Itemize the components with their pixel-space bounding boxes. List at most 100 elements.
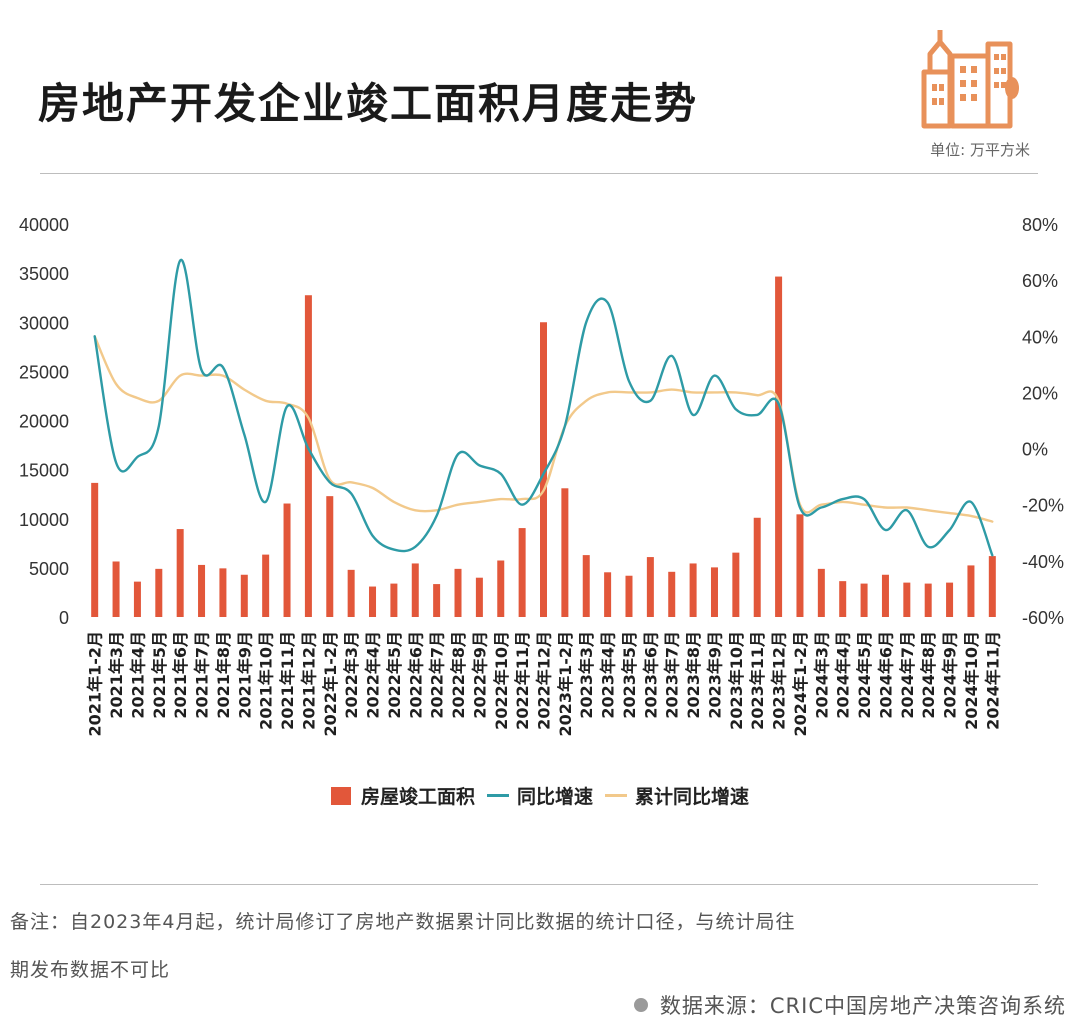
city-buildings-icon xyxy=(921,30,1019,129)
legend-bar-swatch xyxy=(330,786,351,805)
bar xyxy=(881,574,889,617)
x-tick-label: 2024年5月 xyxy=(855,631,874,719)
x-tick-label: 2021年10月 xyxy=(257,631,276,730)
x-tick-label: 2023年10月 xyxy=(727,631,746,730)
bar xyxy=(198,564,206,617)
x-tick-label: 2022年1-2月 xyxy=(321,631,340,736)
legend-item-area: 房屋竣工面积 xyxy=(330,782,475,809)
x-tick-label: 2024年1-2月 xyxy=(791,631,810,736)
x-tick-label: 2021年8月 xyxy=(214,631,233,719)
bar xyxy=(668,571,676,617)
legend-item-yoy: 同比增速 xyxy=(486,782,593,809)
y-left-tick-label: 25000 xyxy=(19,362,69,382)
data-source-text: 数据来源：CRIC中国房地产决策咨询系统 xyxy=(659,994,1066,1018)
footnote-line-1: 备注：自2023年4月起，统计局修订了房地产数据累计同比数据的统计口径，与统计局… xyxy=(10,911,796,933)
bottom-divider xyxy=(40,884,1038,885)
bar xyxy=(112,561,120,617)
bar xyxy=(176,529,184,617)
y-right-tick-label: 40% xyxy=(1022,327,1058,347)
bar xyxy=(946,582,954,617)
bar xyxy=(775,276,783,617)
x-tick-label: 2022年12月 xyxy=(535,631,554,730)
x-tick-label: 2021年5月 xyxy=(150,631,169,719)
x-tick-label: 2024年8月 xyxy=(919,631,938,719)
bar xyxy=(604,572,612,617)
x-tick-label: 2023年1-2月 xyxy=(556,631,575,736)
bar xyxy=(133,581,141,617)
x-tick-label: 2022年9月 xyxy=(470,631,489,719)
legend-line-swatch-cumulative xyxy=(605,794,627,797)
bar xyxy=(304,295,312,617)
legend-label-yoy: 同比增速 xyxy=(516,786,593,808)
x-tick-label: 2023年3月 xyxy=(577,631,596,719)
y-left-tick-label: 10000 xyxy=(19,510,69,530)
x-tick-label: 2021年4月 xyxy=(128,631,147,719)
y-right-tick-label: 0% xyxy=(1022,440,1048,460)
x-tick-label: 2021年6月 xyxy=(171,631,190,719)
bar xyxy=(262,554,270,617)
bar xyxy=(732,552,740,617)
series-line-cumulative-yoy xyxy=(93,335,994,523)
x-tick-label: 2022年3月 xyxy=(342,631,361,719)
bar xyxy=(411,563,419,617)
bar xyxy=(240,574,248,617)
x-tick-label: 2022年5月 xyxy=(385,631,404,719)
y-right-tick-label: -40% xyxy=(1022,552,1064,572)
x-tick-label: 2024年11月 xyxy=(983,631,1002,730)
x-tick-label: 2021年11月 xyxy=(278,631,297,730)
bullet-dot-icon xyxy=(633,998,648,1012)
x-tick-label: 2022年4月 xyxy=(364,631,383,719)
bar xyxy=(326,496,334,617)
bar xyxy=(155,568,163,617)
chart: 0 5000 10000 15000 20000 25000 30000 35000 40000… xyxy=(19,215,1064,736)
x-tick-label: 2023年5月 xyxy=(620,631,639,719)
x-tick-label: 2021年3月 xyxy=(107,631,126,719)
y-left-tick-label: 5000 xyxy=(29,559,69,579)
bar xyxy=(91,482,99,617)
bar xyxy=(369,586,377,617)
x-tick-label: 2024年10月 xyxy=(962,631,981,730)
x-tick-label: 2021年7月 xyxy=(193,631,212,719)
bar xyxy=(561,488,569,617)
bar xyxy=(924,583,932,617)
y-left-tick-label: 0 xyxy=(59,608,69,628)
y-left-tick-label: 20000 xyxy=(19,412,69,432)
x-tick-label: 2024年3月 xyxy=(812,631,831,719)
bar xyxy=(454,568,462,617)
bar xyxy=(903,582,911,617)
y-left-tick-label: 40000 xyxy=(19,215,69,235)
bar xyxy=(540,322,547,617)
x-tick-label: 2022年10月 xyxy=(492,631,511,730)
bar xyxy=(817,568,825,617)
bar xyxy=(582,555,590,617)
x-tick-label: 2024年4月 xyxy=(834,631,853,719)
bar xyxy=(219,568,227,617)
bar xyxy=(497,560,505,617)
x-tick-label: 2023年12月 xyxy=(770,631,789,730)
page-title: 房地产开发企业竣工面积月度走势 xyxy=(38,79,699,128)
x-tick-label: 2023年7月 xyxy=(663,631,682,719)
x-tick-label: 2021年1-2月 xyxy=(86,631,105,736)
bar xyxy=(625,575,633,617)
bar xyxy=(347,569,355,617)
bar xyxy=(689,563,697,617)
y-right-tick-label: -20% xyxy=(1022,496,1064,516)
bar xyxy=(390,583,398,617)
x-tick-label: 2024年6月 xyxy=(876,631,895,719)
y-left-tick-label: 15000 xyxy=(19,461,69,481)
x-tick-label: 2024年9月 xyxy=(941,631,960,719)
legend-item-cumulative: 累计同比增速 xyxy=(605,782,749,809)
series-line-yoy xyxy=(93,259,994,557)
y-right-tick-label: 60% xyxy=(1022,271,1058,291)
chart-legend: 房屋竣工面积 同比增速 累计同比增速 xyxy=(0,782,1080,809)
x-tick-label: 2021年12月 xyxy=(299,631,318,730)
bar xyxy=(860,583,868,617)
x-tick-label: 2021年9月 xyxy=(235,631,254,719)
bar xyxy=(433,584,441,617)
y-right-tick-label: 20% xyxy=(1022,383,1058,403)
bar xyxy=(646,557,654,617)
x-tick-label: 2024年7月 xyxy=(898,631,917,719)
bar xyxy=(839,581,847,617)
bar xyxy=(518,528,526,617)
top-divider xyxy=(40,173,1038,174)
